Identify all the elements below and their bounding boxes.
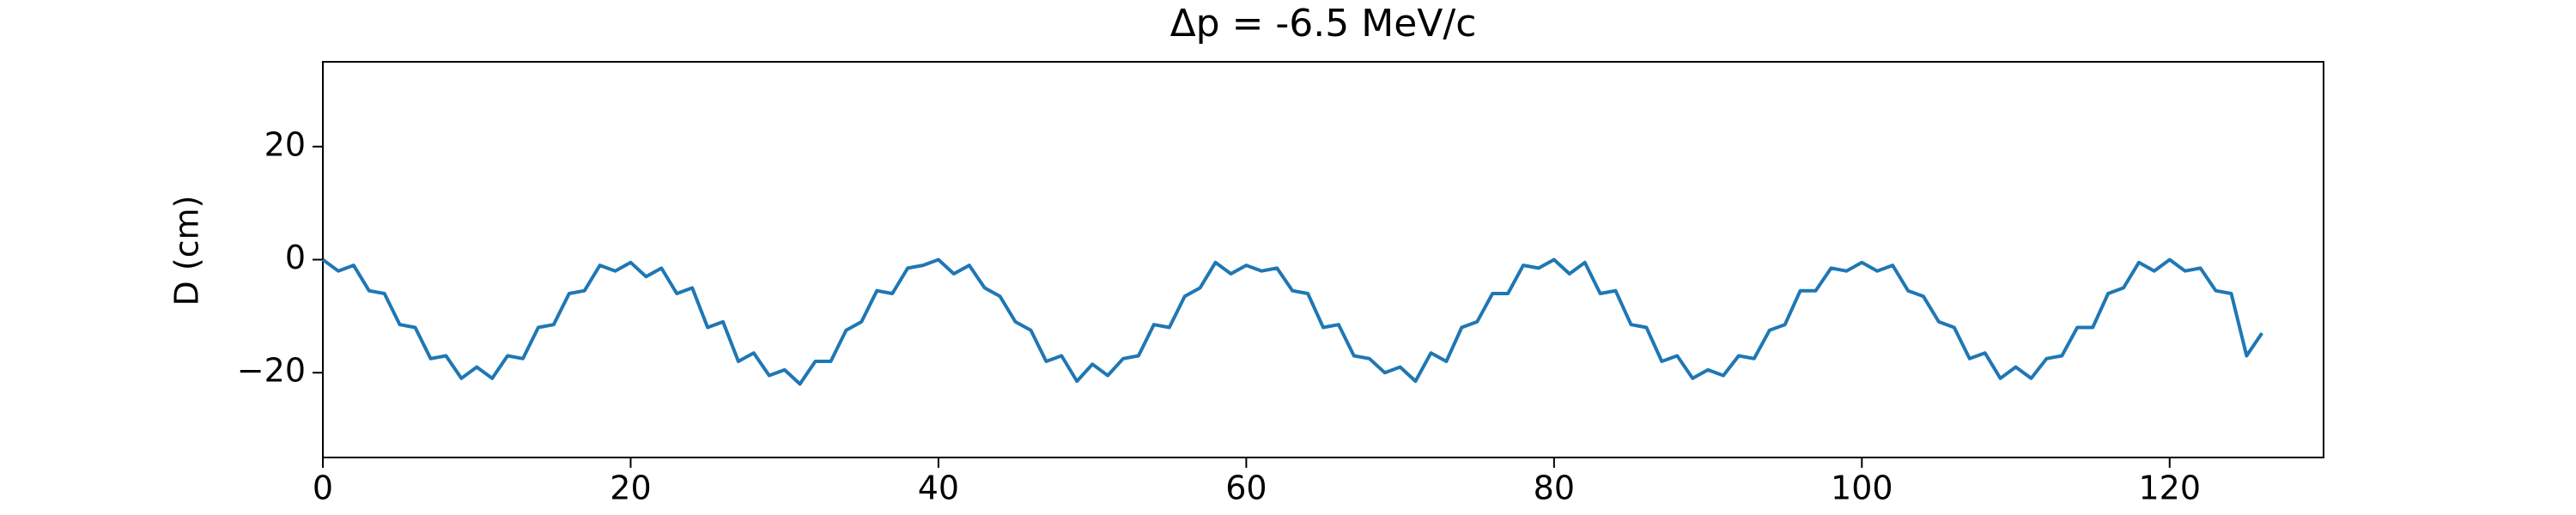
x-tick-label: 100 [1831, 470, 1893, 507]
x-tick-label: 80 [1534, 470, 1575, 507]
y-tick-label: −20 [237, 352, 306, 390]
y-tick-label: 0 [285, 239, 306, 276]
y-axis-label: D (cm) [168, 196, 206, 306]
y-tick-label: 20 [264, 125, 306, 163]
x-tick-label: 60 [1225, 470, 1267, 507]
data-line [321, 258, 2263, 386]
plot-frame [322, 61, 2324, 458]
chart-title: Δp = -6.5 MeV/c [1170, 2, 1477, 45]
x-tick-label: 40 [918, 470, 959, 507]
x-tick-label: 120 [2139, 470, 2202, 507]
x-tick-label: 0 [313, 470, 333, 507]
x-tick-label: 20 [610, 470, 651, 507]
